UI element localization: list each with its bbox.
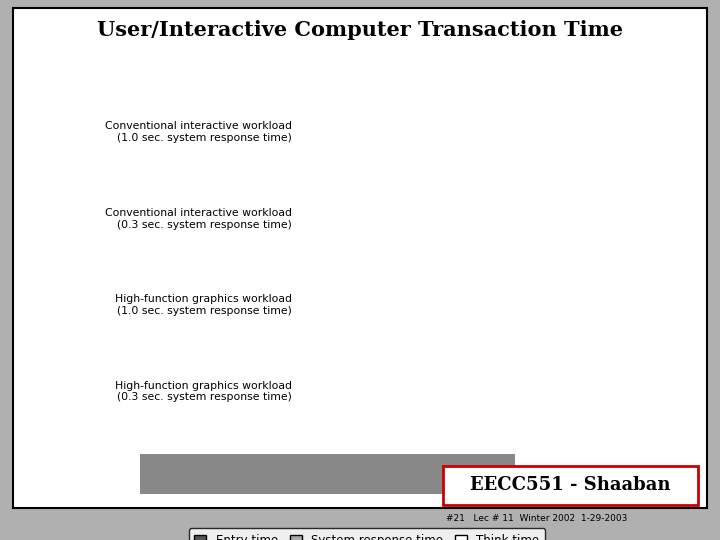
Text: EECC551 - Shaaban: EECC551 - Shaaban xyxy=(470,476,670,495)
Bar xyxy=(395,196,533,237)
Bar xyxy=(319,378,329,419)
Text: #21   Lec # 11  Winter 2002  1-29-2003: #21 Lec # 11 Winter 2002 1-29-2003 xyxy=(446,514,628,523)
Bar xyxy=(299,287,312,328)
Text: Workload: Workload xyxy=(299,464,354,477)
Text: User/Interactive Computer Transaction Time: User/Interactive Computer Transaction Ti… xyxy=(97,19,623,40)
Bar xyxy=(299,105,387,146)
Bar xyxy=(412,105,664,146)
Bar xyxy=(387,196,395,237)
Text: −70% total
(−81% think): −70% total (−81% think) xyxy=(333,327,408,348)
Bar xyxy=(387,105,412,146)
Bar xyxy=(299,378,312,419)
Text: −34% total
(−70% think): −34% total (−70% think) xyxy=(542,145,616,166)
Bar xyxy=(299,196,387,237)
Bar xyxy=(349,287,400,328)
X-axis label: Time (seconds): Time (seconds) xyxy=(440,463,536,476)
Bar xyxy=(312,378,319,419)
Text: High-function graphics workload
(0.3 sec. system response time): High-function graphics workload (0.3 sec… xyxy=(114,381,292,402)
Text: High-function graphics workload
(1.0 sec. system response time): High-function graphics workload (1.0 sec… xyxy=(114,294,292,316)
Legend: Entry time, System response time, Think time: Entry time, System response time, Think … xyxy=(189,529,545,540)
Text: Conventional interactive workload
(1.0 sec. system response time): Conventional interactive workload (1.0 s… xyxy=(104,122,292,143)
Bar xyxy=(312,287,349,328)
Text: Conventional interactive workload
(0.3 sec. system response time): Conventional interactive workload (0.3 s… xyxy=(104,208,292,230)
